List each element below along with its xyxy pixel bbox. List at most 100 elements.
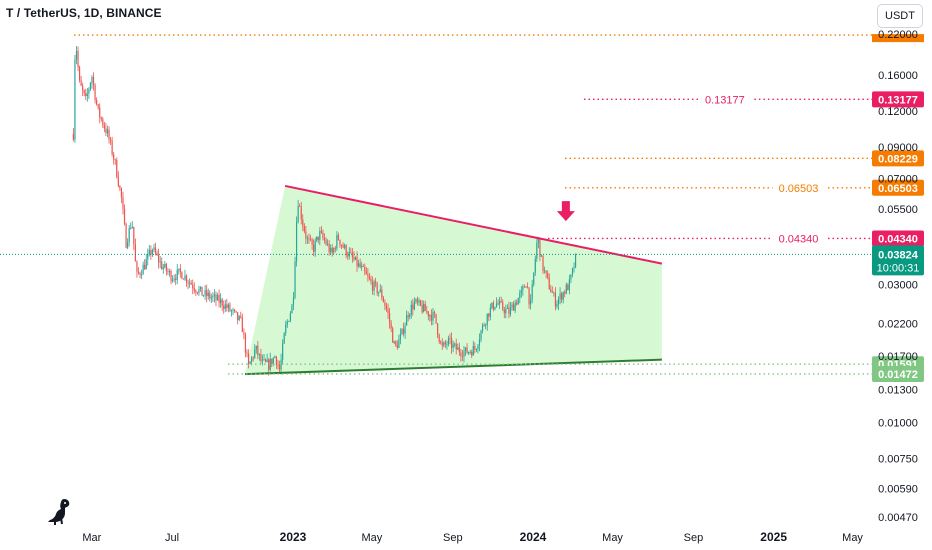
candle-body (305, 231, 307, 239)
candle-body (526, 286, 529, 288)
candle-body (449, 338, 451, 340)
candle-body (344, 245, 346, 248)
candle-body (523, 286, 526, 288)
candle-body (450, 338, 453, 349)
candle-body (540, 255, 543, 257)
candle-body (260, 353, 262, 361)
candle-body (237, 312, 239, 320)
candle-body (196, 292, 198, 294)
candle-body (376, 283, 378, 294)
candle-body (402, 328, 405, 334)
candle-body (128, 228, 130, 243)
candle-body (119, 185, 121, 189)
candle-body (421, 305, 423, 312)
candle-body (559, 293, 561, 299)
candle-body (162, 267, 164, 270)
chart-title: T / TetherUS, 1D, BINANCE (6, 6, 162, 20)
x-tick-label: Jul (165, 532, 179, 544)
x-tick-label: Sep (684, 532, 704, 544)
x-tick-label: 2023 (280, 530, 307, 544)
level-inline-label: 0.06503 (779, 183, 819, 195)
candle-body (554, 292, 557, 307)
candle-body (105, 128, 107, 134)
candle-body (173, 278, 175, 280)
candle-body (106, 129, 109, 134)
candle-body (373, 281, 375, 291)
level-price-label: 0.13177 (878, 94, 918, 106)
level-price-badge (872, 230, 924, 247)
candle-body (78, 67, 81, 81)
candle-body (475, 349, 477, 350)
candle-body (280, 359, 282, 370)
candle-body (427, 311, 429, 317)
candle-body (353, 257, 355, 260)
candle-body (375, 281, 377, 284)
support-trendline (244, 358, 662, 376)
candle-body (277, 364, 279, 366)
candle-body (388, 313, 391, 323)
candle-body (547, 273, 549, 278)
candle-body (139, 273, 141, 275)
candle-body (367, 274, 369, 277)
candle-body (88, 89, 90, 94)
level-inline-label: 0.13177 (705, 94, 745, 106)
candle-body (398, 339, 400, 348)
candle-body (303, 225, 305, 232)
candle-body (502, 301, 504, 310)
candle-body (443, 342, 445, 346)
candle-body (232, 309, 234, 311)
countdown-label: 10:00:31 (877, 262, 920, 274)
y-tick-label: 0.09000 (878, 142, 918, 154)
candle-body (184, 275, 186, 280)
candle-body (125, 223, 127, 248)
candle-body (525, 286, 527, 288)
currency-button[interactable]: USDT (877, 4, 923, 28)
candle-body (247, 353, 250, 364)
candle-body (520, 290, 522, 294)
candle-body (227, 304, 229, 308)
resistance-trendline (284, 184, 663, 265)
y-tick-label: 0.03000 (878, 280, 918, 292)
candle-body (243, 332, 245, 335)
candle-body (415, 299, 417, 302)
candle-body (368, 276, 371, 280)
candle-body (210, 297, 212, 299)
candle-body (517, 298, 519, 305)
candle-body (480, 330, 482, 340)
candle-body (221, 299, 223, 307)
y-tick-label: 0.01000 (878, 417, 918, 429)
candle-body (336, 235, 338, 249)
candle-body (485, 324, 487, 326)
candle-body (435, 313, 437, 324)
candle-body (395, 341, 397, 346)
candle-body (123, 209, 126, 224)
candle-body (158, 254, 160, 263)
candle-body (165, 263, 167, 272)
candle-body (497, 303, 499, 305)
candle-body (161, 261, 163, 270)
candle-body (565, 284, 567, 294)
candle-body (433, 312, 436, 314)
candle-body (252, 357, 254, 359)
candle-body (382, 297, 384, 303)
candle-body (522, 286, 524, 291)
dino-logo-icon[interactable] (44, 496, 74, 526)
candle-body (295, 222, 298, 262)
candle-body (362, 265, 364, 267)
candle-body (514, 302, 516, 311)
candle-body (410, 304, 412, 315)
candle-body (441, 342, 443, 346)
candle-body (223, 306, 225, 309)
candle-body (423, 303, 425, 312)
candle-body (406, 315, 408, 326)
candle-body (151, 250, 154, 255)
candle-body (426, 310, 428, 312)
candle-body (330, 247, 332, 253)
candle-body (145, 259, 147, 270)
candle-body (542, 255, 544, 272)
candle-body (350, 252, 352, 253)
candle-body (198, 289, 200, 294)
candle-body (356, 256, 358, 267)
candle-body (75, 50, 78, 60)
